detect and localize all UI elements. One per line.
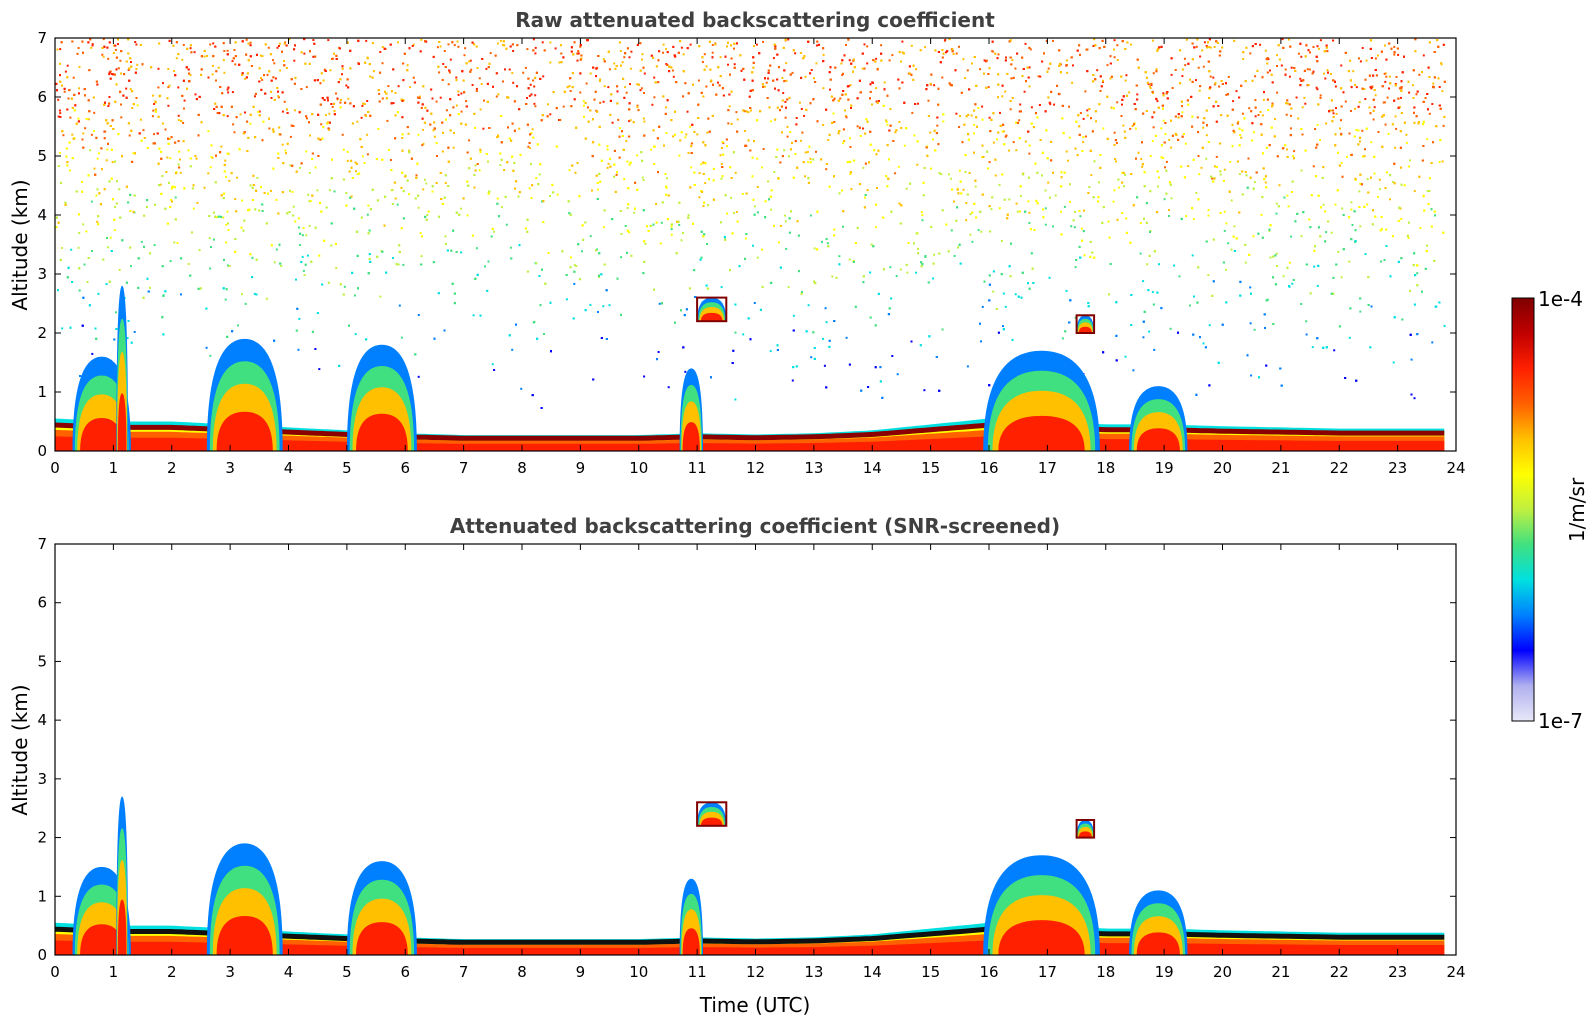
raw-y-ticks: 0 1 2 3 4 5 6 7: [37, 29, 1456, 460]
x-axis-label: Time (UTC): [699, 993, 811, 1017]
y-tick-label: 1: [37, 887, 47, 905]
x-tick-label: 19: [1155, 963, 1174, 981]
x-tick-label: 14: [863, 459, 882, 477]
y-tick-label: 5: [37, 147, 47, 165]
x-tick-label: 3: [225, 459, 235, 477]
y-tick-label: 7: [37, 29, 47, 47]
colorbar-min-label: 1e-7: [1538, 709, 1583, 733]
y-tick-label: 7: [37, 535, 47, 553]
x-tick-label: 13: [804, 459, 823, 477]
x-tick-label: 4: [284, 459, 294, 477]
cloud-features: [72, 796, 1188, 955]
screened-x-ticks: 0 1 2 3 4 5 6 7 8 9 10 11 12 13 14 15 16 17 18 19 20 21 22 23 24: [50, 544, 1466, 981]
x-tick-label: 12: [746, 459, 765, 477]
x-tick-label: 18: [1096, 459, 1115, 477]
x-tick-label: 19: [1155, 459, 1174, 477]
x-tick-label: 0: [50, 963, 60, 981]
x-tick-label: 11: [688, 963, 707, 981]
x-tick-label: 21: [1271, 963, 1290, 981]
colorbar: 1e-4 1e-7 1/m/sr: [1511, 287, 1589, 733]
x-tick-label: 16: [979, 459, 998, 477]
x-tick-label: 14: [863, 963, 882, 981]
x-tick-label: 24: [1446, 459, 1465, 477]
x-tick-label: 20: [1213, 963, 1232, 981]
x-tick-label: 2: [167, 963, 177, 981]
y-tick-label: 0: [37, 442, 47, 460]
y-tick-label: 6: [37, 88, 47, 106]
x-tick-label: 0: [50, 459, 60, 477]
x-tick-label: 13: [804, 963, 823, 981]
x-tick-label: 10: [629, 963, 648, 981]
y-tick-label: 3: [37, 265, 47, 283]
y-tick-label: 6: [37, 594, 47, 612]
raw-x-ticks: 0 1 2 3 4 5 6 7 8 9 10 11 12 13 14 15 16 17 18 19 20 21 22 23 24: [50, 38, 1466, 477]
x-tick-label: 7: [459, 963, 469, 981]
x-tick-label: 9: [576, 459, 586, 477]
x-tick-label: 24: [1446, 963, 1465, 981]
x-tick-label: 17: [1038, 963, 1057, 981]
x-tick-label: 7: [459, 459, 469, 477]
x-tick-label: 3: [225, 963, 235, 981]
x-tick-label: 2: [167, 459, 177, 477]
x-tick-label: 5: [342, 459, 352, 477]
x-tick-label: 22: [1330, 963, 1349, 981]
x-tick-label: 16: [979, 963, 998, 981]
x-tick-label: 5: [342, 963, 352, 981]
screened-panel-title: Attenuated backscattering coefficient (S…: [450, 514, 1060, 538]
y-tick-label: 1: [37, 383, 47, 401]
x-tick-label: 23: [1388, 963, 1407, 981]
y-tick-label: 5: [37, 652, 47, 670]
screened-y-ticks: 0 1 2 3 4 5 6 7: [37, 535, 1456, 964]
colorbar-max-label: 1e-4: [1538, 287, 1583, 311]
x-tick-label: 8: [517, 963, 527, 981]
x-tick-label: 15: [921, 963, 940, 981]
y-tick-label: 3: [37, 770, 47, 788]
x-tick-label: 15: [921, 459, 940, 477]
x-tick-label: 6: [400, 963, 410, 981]
raw-y-axis-label: Altitude (km): [8, 179, 32, 310]
y-tick-label: 2: [37, 324, 47, 342]
screened-y-axis-label: Altitude (km): [8, 684, 32, 815]
x-tick-label: 1: [109, 963, 119, 981]
y-tick-label: 0: [37, 946, 47, 964]
x-tick-label: 17: [1038, 459, 1057, 477]
x-tick-label: 21: [1271, 459, 1290, 477]
screened-backscatter-panel: Attenuated backscattering coefficient (S…: [8, 514, 1466, 1017]
x-tick-label: 23: [1388, 459, 1407, 477]
colorbar-bar: [1511, 297, 1535, 722]
x-tick-label: 20: [1213, 459, 1232, 477]
x-tick-label: 11: [688, 459, 707, 477]
x-tick-label: 6: [400, 459, 410, 477]
x-tick-label: 1: [109, 459, 119, 477]
colorbar-unit-label: 1/m/sr: [1565, 477, 1589, 542]
raw-heatmap: [54, 38, 1446, 451]
noise-field: [55, 38, 1446, 409]
x-tick-label: 4: [284, 963, 294, 981]
y-tick-label: 4: [37, 206, 47, 224]
raw-panel-title: Raw attenuated backscattering coefficien…: [515, 8, 995, 32]
x-tick-label: 8: [517, 459, 527, 477]
x-tick-label: 10: [629, 459, 648, 477]
x-tick-label: 9: [576, 963, 586, 981]
screened-heatmap: [54, 796, 1445, 955]
y-tick-label: 4: [37, 711, 47, 729]
cloud-features: [72, 285, 1188, 451]
y-tick-label: 2: [37, 829, 47, 847]
x-tick-label: 22: [1330, 459, 1349, 477]
x-tick-label: 18: [1096, 963, 1115, 981]
raw-backscatter-panel: Raw attenuated backscattering coefficien…: [8, 8, 1466, 477]
x-tick-label: 12: [746, 963, 765, 981]
